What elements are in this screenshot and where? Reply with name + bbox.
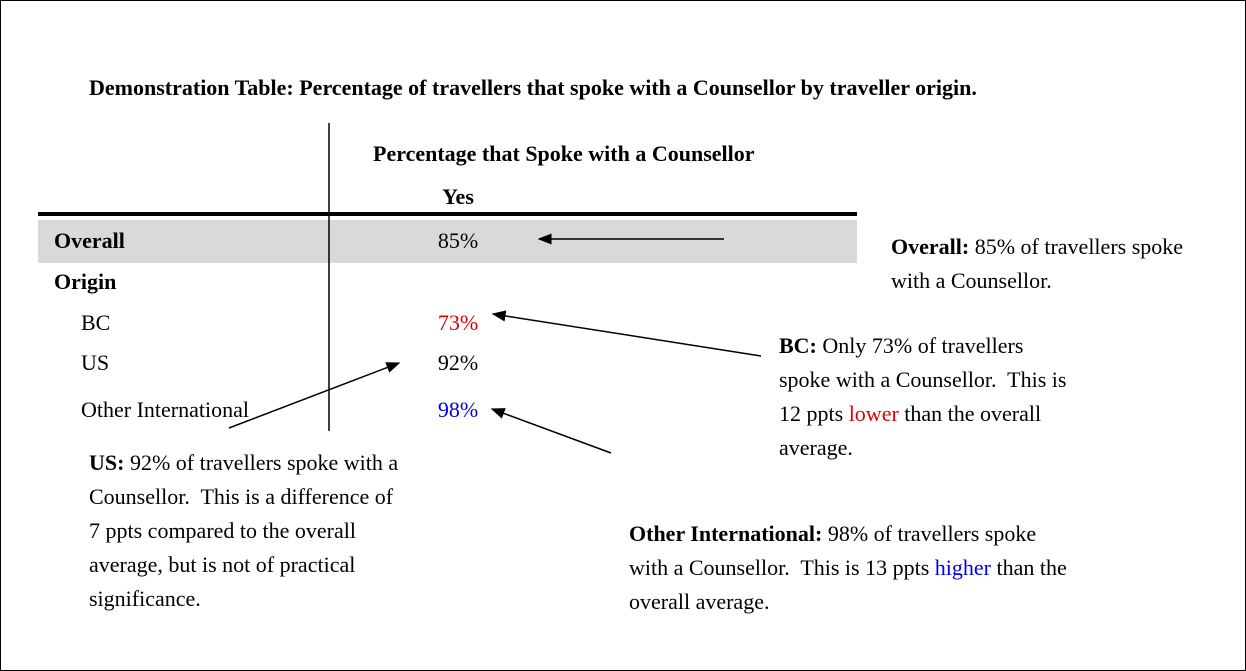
annotation-label: US: — [89, 450, 125, 475]
annotation-text: 85% of travellers spoke with a Counsello… — [891, 234, 1189, 293]
annotation: US: 92% of travellers spoke with a Couns… — [89, 446, 399, 616]
arrow — [490, 408, 612, 454]
annotation: BC: Only 73% of travellers spoke with a … — [779, 329, 1079, 465]
annotation-text: Only 73% of travellers spoke with a Coun… — [779, 333, 1072, 426]
annotation-text: 98% of travellers spoke with a Counsello… — [629, 521, 1042, 580]
column-header: Percentage that Spoke with a Counsellor — [373, 141, 755, 166]
row-label: Overall — [54, 228, 125, 253]
annotation-text: lower — [848, 401, 899, 426]
row-value: 73% — [437, 310, 479, 335]
title: Demonstration Table: Percentage of trave… — [89, 75, 977, 100]
annotation-text: 92% of travellers spoke with a Counsello… — [89, 450, 404, 611]
arrow — [228, 362, 401, 429]
annotation-label: BC: — [779, 333, 817, 358]
row-label: BC — [81, 310, 111, 335]
arrow — [491, 310, 762, 357]
annotation-text: than the overall average. — [629, 555, 1073, 614]
column-subheader: Yes — [442, 184, 474, 209]
row-value: 92% — [437, 350, 479, 375]
row-label: US — [81, 350, 110, 375]
shaded-row — [38, 220, 857, 263]
row-label: Origin — [54, 269, 117, 294]
annotation: Overall: 85% of travellers spoke with a … — [891, 230, 1221, 298]
annotation-label: Other International: — [629, 521, 823, 546]
row-value: 85% — [437, 228, 479, 253]
row-value: 98% — [437, 397, 479, 422]
annotation-text: than the overall average. — [779, 401, 1047, 460]
annotation-text: higher — [934, 555, 991, 580]
annotation-label: Overall: — [891, 234, 970, 259]
row-label: Other International — [81, 397, 249, 422]
annotation: Other International: 98% of travellers s… — [629, 517, 1079, 619]
